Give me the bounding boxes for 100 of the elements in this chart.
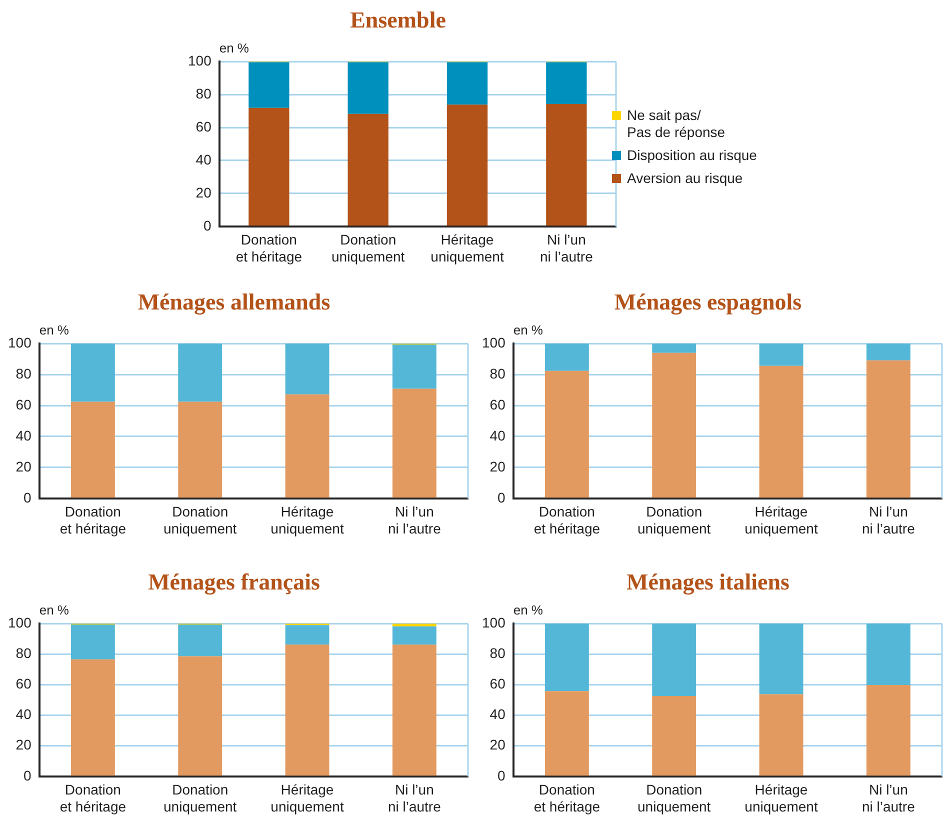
bar xyxy=(652,624,696,696)
y-tick-label: 40 xyxy=(490,706,506,722)
y-axis-title: en % xyxy=(513,322,544,338)
bar xyxy=(178,344,222,402)
y-tick-label: 80 xyxy=(16,365,32,382)
bar xyxy=(70,659,115,776)
x-tick-label: Donation uniquement xyxy=(164,782,237,814)
bar xyxy=(546,62,587,104)
bar xyxy=(544,624,589,692)
bar xyxy=(248,108,290,226)
bar xyxy=(544,370,589,498)
bar xyxy=(70,402,115,498)
bar xyxy=(866,685,910,776)
bar xyxy=(392,344,436,389)
y-tick-label: 20 xyxy=(196,184,212,200)
bar xyxy=(652,352,696,498)
bar xyxy=(348,114,388,226)
bar xyxy=(392,626,436,645)
y-tick-label: 60 xyxy=(16,676,32,692)
x-tick-label: Ni l’un ni l’autre xyxy=(388,782,442,814)
bar xyxy=(285,644,330,776)
x-tick-label: Ni l’un ni l’autre xyxy=(540,232,594,264)
bar xyxy=(866,344,910,360)
bar xyxy=(544,691,589,776)
y-tick-label: 0 xyxy=(498,767,506,784)
y-tick-label: 100 xyxy=(8,334,32,350)
bar xyxy=(248,62,290,108)
x-tick-label: Donation et héritage xyxy=(534,782,600,814)
y-tick-label: 0 xyxy=(204,217,212,234)
y-tick-label: 100 xyxy=(8,614,32,630)
bar xyxy=(285,394,330,498)
y-tick-label: 20 xyxy=(490,458,506,474)
y-tick-label: 40 xyxy=(16,706,32,722)
bar xyxy=(446,104,488,226)
y-axis-title: en % xyxy=(219,40,250,56)
y-tick-label: 100 xyxy=(482,334,506,350)
bar xyxy=(70,344,115,402)
bar xyxy=(392,624,436,626)
y-axis-title: en % xyxy=(39,602,70,618)
bar xyxy=(759,344,804,366)
bar xyxy=(285,344,330,394)
bar xyxy=(285,625,330,645)
y-tick-label: 100 xyxy=(482,614,506,630)
bar xyxy=(544,344,589,371)
bar xyxy=(392,388,436,498)
x-tick-label: Donation et héritage xyxy=(60,504,126,536)
x-tick-label: Ni l’un ni l’autre xyxy=(862,782,916,814)
y-tick-label: 60 xyxy=(490,396,506,412)
x-tick-label: Héritage uniquement xyxy=(270,504,344,536)
legend-label: Disposition au risque xyxy=(627,146,757,164)
y-tick-label: 40 xyxy=(196,151,212,168)
bar xyxy=(446,62,488,105)
x-tick-label: Ni l’un ni l’autre xyxy=(862,504,916,536)
x-tick-label: Donation uniquement xyxy=(638,782,711,814)
bar xyxy=(759,366,804,498)
chart-title: Ménages espagnols xyxy=(614,290,802,316)
y-tick-label: 20 xyxy=(490,736,506,753)
bar xyxy=(178,656,222,776)
y-tick-label: 60 xyxy=(196,118,212,134)
chart-title: Ménages allemands xyxy=(138,290,330,316)
x-tick-label: Ni l’un ni l’autre xyxy=(388,504,442,536)
bar xyxy=(546,104,587,226)
y-tick-label: 20 xyxy=(16,458,32,474)
chart-title: Ménages italiens xyxy=(626,570,790,596)
bar xyxy=(866,360,910,498)
x-tick-label: Donation et héritage xyxy=(60,782,126,814)
y-tick-label: 80 xyxy=(490,365,506,382)
x-tick-label: Donation uniquement xyxy=(638,504,711,536)
bar xyxy=(178,402,222,498)
chart-title: Ménages français xyxy=(148,570,320,596)
y-tick-label: 80 xyxy=(490,645,506,662)
y-tick-label: 0 xyxy=(24,767,32,784)
y-tick-label: 60 xyxy=(16,396,32,412)
bar xyxy=(178,624,222,656)
bar xyxy=(348,62,388,114)
chart-title: Ensemble xyxy=(350,8,446,33)
bar xyxy=(392,644,436,776)
y-tick-label: 100 xyxy=(188,52,212,68)
x-tick-label: Donation et héritage xyxy=(236,232,302,264)
x-tick-label: Donation et héritage xyxy=(534,504,600,536)
y-axis-title: en % xyxy=(513,602,544,618)
y-tick-label: 60 xyxy=(490,676,506,692)
legend-label: Ne sait pas/ Pas de réponse xyxy=(627,106,726,141)
y-axis-title: en % xyxy=(39,322,70,338)
x-tick-label: Donation uniquement xyxy=(164,504,237,536)
x-tick-label: Héritage uniquement xyxy=(744,782,818,814)
bar xyxy=(652,696,696,776)
x-tick-label: Donation uniquement xyxy=(332,232,405,264)
y-tick-label: 0 xyxy=(498,489,506,506)
y-tick-label: 40 xyxy=(490,427,506,444)
bar xyxy=(759,624,804,694)
y-tick-label: 80 xyxy=(16,645,32,662)
bar xyxy=(759,694,804,776)
bar xyxy=(866,624,910,686)
x-tick-label: Héritage uniquement xyxy=(270,782,344,814)
bar xyxy=(70,624,115,660)
legend-label: Aversion au risque xyxy=(627,170,743,187)
y-tick-label: 0 xyxy=(24,489,32,506)
x-tick-label: Héritage uniquement xyxy=(430,232,504,264)
y-tick-label: 20 xyxy=(16,736,32,753)
